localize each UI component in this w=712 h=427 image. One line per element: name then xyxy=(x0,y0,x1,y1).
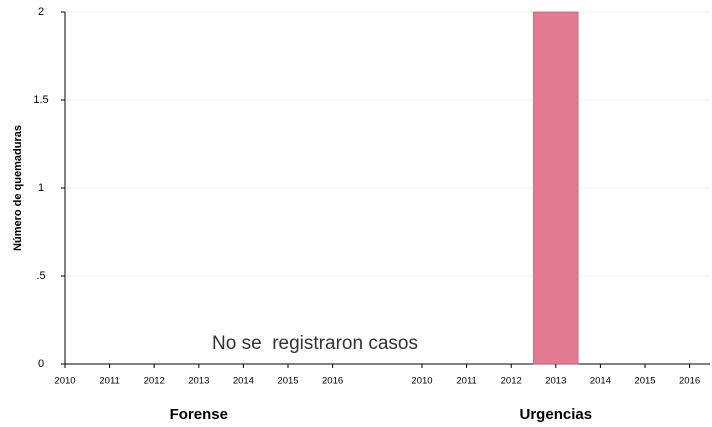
x-tick-label: 2012 xyxy=(144,376,165,387)
x-tick-label: 2011 xyxy=(99,376,119,387)
bar xyxy=(533,11,579,365)
y-tick-label: 1.5 xyxy=(33,94,48,106)
x-tick-label: 2010 xyxy=(411,376,432,387)
annotation: No se registraron casos xyxy=(212,333,418,354)
x-tick-label: 2013 xyxy=(545,376,566,387)
y-tick-label: 2 xyxy=(38,6,44,18)
x-tick-label: 2014 xyxy=(590,376,611,387)
y-tick-label: .5 xyxy=(36,270,45,282)
x-tick-label: 2016 xyxy=(322,376,343,387)
x-tick-label: 2010 xyxy=(54,376,75,387)
panel-title: Urgencias xyxy=(520,406,593,423)
x-tick-label: 2015 xyxy=(634,376,655,387)
x-tick-label: 2013 xyxy=(188,376,209,387)
x-tick-label: 2016 xyxy=(679,376,700,387)
y-tick-label: 0 xyxy=(38,358,44,370)
y-axis-label: Número de quemaduras xyxy=(12,125,24,251)
y-tick-label: 1 xyxy=(38,182,44,194)
x-tick-label: 2014 xyxy=(233,376,254,387)
x-tick-label: 2012 xyxy=(501,376,522,387)
panel-title: Forense xyxy=(170,406,228,423)
x-tick-label: 2015 xyxy=(277,376,298,387)
x-tick-label: 2011 xyxy=(456,376,476,387)
